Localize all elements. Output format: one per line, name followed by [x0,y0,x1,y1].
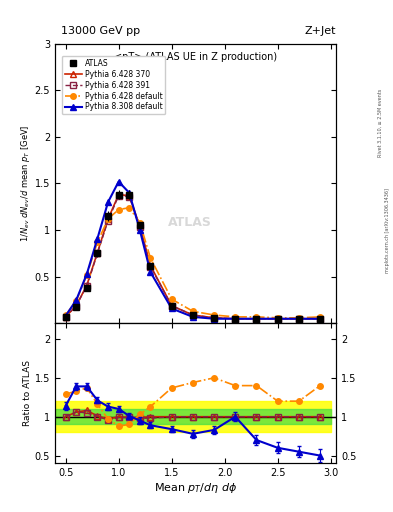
Y-axis label: Ratio to ATLAS: Ratio to ATLAS [23,360,32,426]
Text: Rivet 3.1.10, ≥ 2.5M events: Rivet 3.1.10, ≥ 2.5M events [378,89,383,157]
Text: <pT> (ATLAS UE in Z production): <pT> (ATLAS UE in Z production) [114,52,277,62]
Text: mcplots.cern.ch [arXiv:1306.3436]: mcplots.cern.ch [arXiv:1306.3436] [385,188,389,273]
Text: 13000 GeV pp: 13000 GeV pp [61,26,140,36]
Legend: ATLAS, Pythia 6.428 370, Pythia 6.428 391, Pythia 6.428 default, Pythia 8.308 de: ATLAS, Pythia 6.428 370, Pythia 6.428 39… [62,56,165,115]
Text: ATLAS: ATLAS [168,216,212,229]
Y-axis label: $1/N_{ev}$ $dN_{ev}/d$ mean $p_T$ [GeV]: $1/N_{ev}$ $dN_{ev}/d$ mean $p_T$ [GeV] [19,125,32,242]
Text: Z+Jet: Z+Jet [305,26,336,36]
X-axis label: Mean $p_T/d\eta$ $d\phi$: Mean $p_T/d\eta$ $d\phi$ [154,481,237,495]
